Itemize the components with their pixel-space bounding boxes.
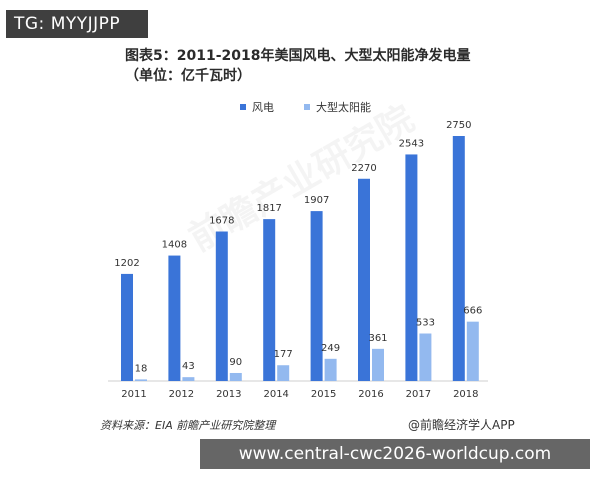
bar-solar-2016 <box>372 348 384 381</box>
x-tick-label-2014: 2014 <box>263 389 288 400</box>
legend-label-wind: 风电 <box>252 101 274 114</box>
source-note: 资料来源：EIA 前瞻产业研究院整理 <box>100 419 276 432</box>
brand-note: @前瞻经济学人APP <box>408 418 515 432</box>
legend-swatch-solar <box>304 104 310 110</box>
bar-wind-2013 <box>215 231 228 381</box>
x-tick-label-2016: 2016 <box>358 389 383 400</box>
bar-solar-2011 <box>135 379 147 381</box>
bar-wind-2018 <box>452 136 465 381</box>
bar-wind-2011 <box>121 273 133 381</box>
x-tick-label-2011: 2011 <box>121 389 146 400</box>
x-tick-label-2013: 2013 <box>216 389 241 400</box>
label-solar-2012: 43 <box>182 361 195 372</box>
bar-solar-2018 <box>466 321 479 381</box>
bar-wind-2016 <box>358 178 370 381</box>
legend-item-solar: 大型太阳能 <box>304 99 371 115</box>
x-tick-label-2017: 2017 <box>406 389 431 400</box>
label-solar-2015: 249 <box>321 343 340 354</box>
bar-wind-2012 <box>168 255 181 381</box>
url-banner: www.central-cwc2026-worldcup.com <box>200 439 590 469</box>
bar-wind-2014 <box>263 219 276 381</box>
label-wind-2013: 1678 <box>209 216 234 227</box>
label-solar-2016: 361 <box>368 333 387 344</box>
label-solar-2013: 90 <box>229 357 242 368</box>
label-wind-2014: 1817 <box>256 203 281 214</box>
legend-label-solar: 大型太阳能 <box>316 101 371 114</box>
x-tick-label-2018: 2018 <box>453 389 478 400</box>
label-solar-2014: 177 <box>274 349 293 360</box>
label-solar-2017: 533 <box>416 318 435 329</box>
bar-solar-2013 <box>229 372 242 381</box>
legend-item-wind: 风电 <box>240 99 274 115</box>
label-wind-2018: 2750 <box>446 120 471 131</box>
label-solar-2018: 666 <box>463 306 482 317</box>
bar-solar-2017 <box>419 333 432 381</box>
label-wind-2017: 2543 <box>399 138 424 149</box>
label-wind-2016: 2270 <box>351 163 376 174</box>
tg-badge: TG: MYYJJPP <box>6 10 148 38</box>
legend-swatch-wind <box>240 104 246 110</box>
x-tick-label-2015: 2015 <box>311 389 336 400</box>
label-wind-2012: 1408 <box>162 240 187 251</box>
label-solar-2011: 18 <box>135 363 148 374</box>
bar-solar-2015 <box>324 358 337 381</box>
label-wind-2011: 1202 <box>114 258 139 269</box>
bar-wind-2017 <box>405 154 418 381</box>
chart-title: 图表5：2011-2018年美国风电、大型太阳能净发电量（单位：亿千瓦时） <box>125 48 471 84</box>
bar-solar-2012 <box>182 377 195 381</box>
chart-legend: 风电 大型太阳能 <box>240 99 401 115</box>
label-wind-2015: 1907 <box>304 195 329 206</box>
bar-solar-2014 <box>277 365 290 381</box>
x-tick-label-2012: 2012 <box>169 389 194 400</box>
bar-wind-2015 <box>310 211 323 381</box>
